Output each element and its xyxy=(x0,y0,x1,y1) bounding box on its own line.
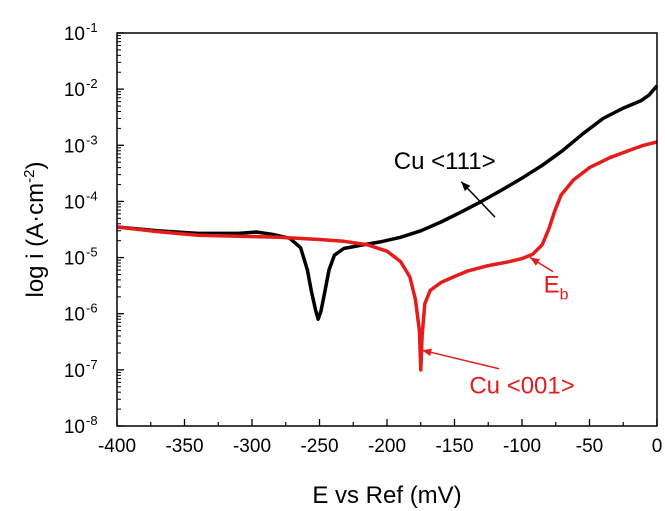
annotation-subscript-1: b xyxy=(560,286,569,303)
series-line-1 xyxy=(116,140,658,372)
y-tick-exponent: -7 xyxy=(86,357,98,372)
x-tick-label: -400 xyxy=(98,436,136,457)
y-tick-label: 10 xyxy=(64,136,85,157)
y-axis-title-main: log i (A·cm xyxy=(22,183,49,298)
y-tick-label: 10 xyxy=(64,80,85,101)
x-tick-label: -50 xyxy=(576,436,603,457)
annotation-arrows xyxy=(421,181,554,370)
y-tick-exponent: -5 xyxy=(86,245,98,260)
series-line-0 xyxy=(116,84,659,321)
y-tick-label: 10 xyxy=(64,361,85,382)
annotation-label-1: Eb xyxy=(544,271,569,303)
plot-lines xyxy=(116,84,659,372)
x-axis-title: E vs Ref (mV) xyxy=(312,482,461,509)
y-tick-exponent: -6 xyxy=(86,301,98,316)
annotation-arrow-head-1 xyxy=(530,257,540,266)
y-tick-exponent: -3 xyxy=(86,132,98,147)
annotation-label-2: Cu <001> xyxy=(469,372,574,399)
annotation-arrow-line-2 xyxy=(421,349,500,370)
y-axis-title-sup: -2 xyxy=(21,169,38,182)
y-axis-ticks: 10-110-210-310-410-510-610-710-8 xyxy=(64,20,124,438)
annotations: Cu <111> Eb Cu <001> xyxy=(394,148,575,400)
x-tick-label: -250 xyxy=(300,436,338,457)
y-axis-title: log i (A·cm-2) xyxy=(21,161,49,297)
x-tick-label: -100 xyxy=(503,436,541,457)
x-tick-label: -350 xyxy=(165,436,203,457)
y-tick-label: 10 xyxy=(64,192,85,213)
y-tick-label: 10 xyxy=(64,249,85,270)
x-axis-ticks: -400 -350 -300 -250 -200 -150 -100 -50 0 xyxy=(98,419,662,457)
y-tick-label: 10 xyxy=(64,417,85,438)
y-tick-label: 10 xyxy=(64,24,85,45)
y-tick-exponent: -4 xyxy=(86,188,98,203)
annotation-arrow-head-2 xyxy=(422,348,432,357)
x-tick-label: 0 xyxy=(652,436,663,457)
annotation-label-0: Cu <111> xyxy=(394,148,496,175)
x-tick-label: -150 xyxy=(435,436,473,457)
annotation-arrow-head-0 xyxy=(461,181,471,192)
plot-frame xyxy=(116,32,658,427)
y-tick-exponent: -1 xyxy=(86,20,98,35)
x-tick-label: -300 xyxy=(233,436,271,457)
y-axis-title-close: ) xyxy=(22,161,49,169)
x-tick-label: -200 xyxy=(368,436,406,457)
y-tick-label: 10 xyxy=(64,305,85,326)
y-tick-exponent: -8 xyxy=(86,413,98,428)
y-tick-exponent: -2 xyxy=(86,76,98,91)
